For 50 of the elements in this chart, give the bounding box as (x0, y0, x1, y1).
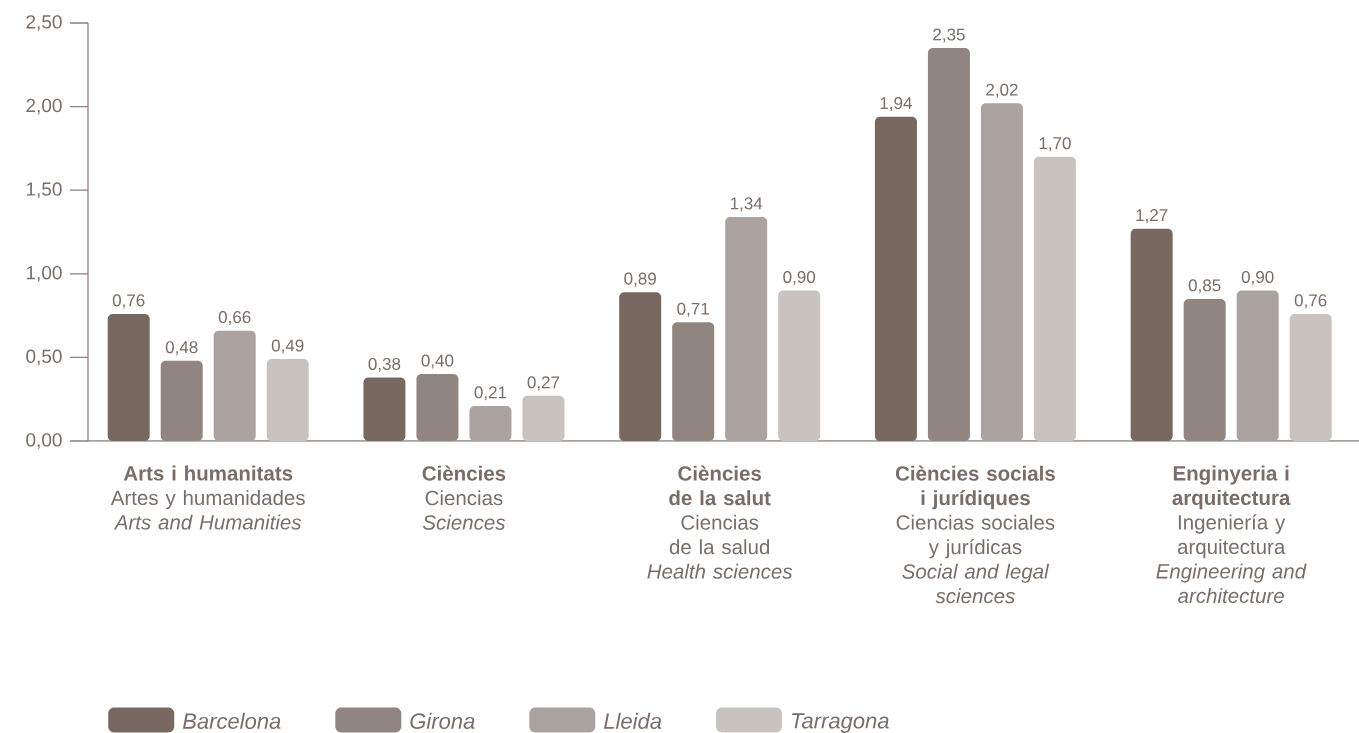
y-tick-label: 0,00 (26, 433, 62, 449)
bar (725, 216, 768, 441)
bar (266, 359, 309, 441)
bar (213, 330, 256, 441)
bar (522, 395, 565, 441)
data-label: 2,02 (986, 83, 1018, 98)
data-label: 0,76 (112, 294, 145, 309)
legend-label: Girona (410, 712, 475, 729)
data-label: 1,27 (1136, 209, 1168, 224)
data-label: 0,89 (624, 272, 656, 287)
data-label: 0,21 (474, 386, 507, 401)
data-label: 0,38 (368, 357, 401, 372)
bar (1236, 290, 1279, 441)
bar (874, 116, 917, 441)
data-label: 0,27 (527, 376, 560, 391)
data-label: 2,35 (933, 28, 965, 43)
data-label: 0,85 (1188, 279, 1221, 294)
data-label: 0,71 (677, 302, 709, 317)
bar (1289, 313, 1332, 441)
data-label: 1,94 (880, 97, 912, 112)
data-label: 0,90 (1241, 270, 1274, 285)
bar (619, 292, 662, 441)
x-tick-label: Ciències de la salut Ciencias de la salud Health sciences (647, 465, 793, 579)
y-tick-label: 2,00 (26, 98, 62, 115)
bar (363, 377, 406, 441)
data-label: 0,49 (271, 339, 304, 354)
x-tick-label: Enginyeria i arquitectura Ingeniería y arquitectura Engineering and architecture (1156, 465, 1307, 604)
bar (1130, 228, 1173, 441)
data-label: 0,48 (165, 341, 198, 356)
bar (980, 103, 1023, 441)
legend-label: Lleida (604, 712, 662, 729)
bar (778, 290, 821, 441)
data-label: 1,34 (730, 197, 763, 212)
y-tick-label: 0,50 (26, 349, 62, 366)
x-tick-label: Ciències Ciencias Sciences (422, 465, 506, 530)
y-tick-label: 2,50 (26, 15, 62, 31)
x-tick-label: Ciències socials i jurídiques Ciencias sociales y jurídicas Social and legal sciences (895, 465, 1055, 604)
y-tick-label: 1,50 (26, 182, 62, 199)
bar (1033, 156, 1076, 441)
x-tick-label: Arts i humanitats Artes y humanidades Arts and Humanities (110, 465, 305, 530)
data-label: 1,70 (1039, 137, 1071, 152)
data-label: 0,76 (1294, 294, 1327, 309)
data-label: 0,66 (218, 311, 251, 326)
bar (469, 405, 512, 441)
bar (107, 313, 150, 441)
y-tick-label: 1,00 (26, 265, 62, 282)
data-label: 0,40 (421, 354, 454, 369)
legend-label: Tarragona (792, 713, 889, 733)
legend-label: Barcelona (182, 712, 281, 729)
data-label: 0,90 (783, 270, 816, 285)
